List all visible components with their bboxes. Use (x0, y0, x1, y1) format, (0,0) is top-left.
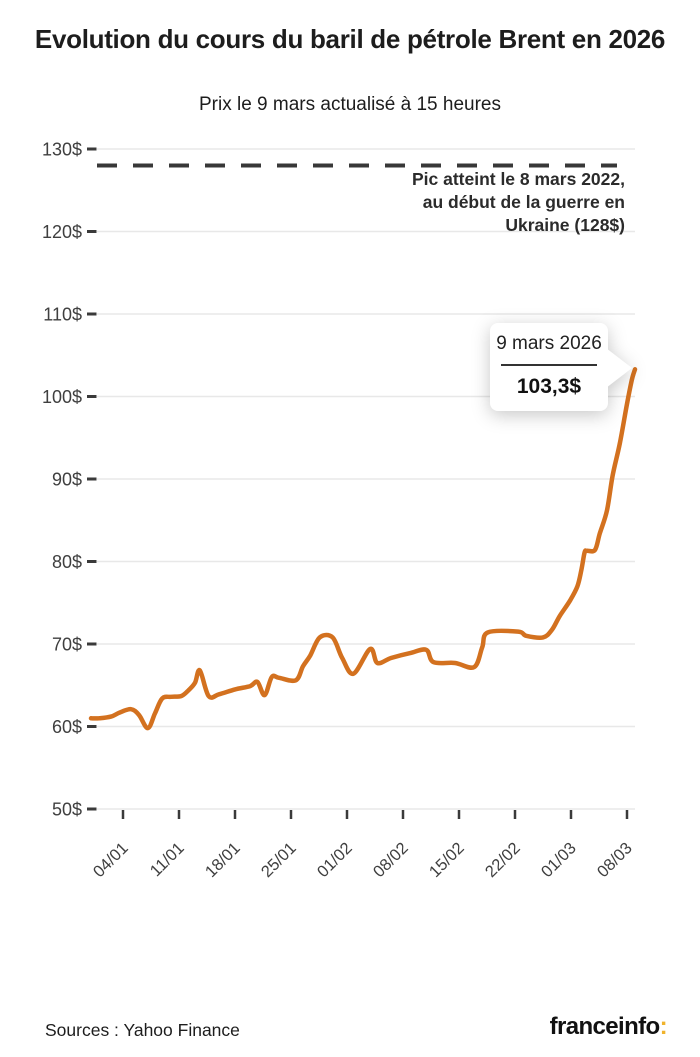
x-axis-label: 22/02 (482, 839, 524, 881)
sources-label: Sources : Yahoo Finance (45, 1020, 240, 1040)
x-axis-label: 15/02 (426, 839, 468, 881)
franceinfo-logo: franceinfo: (549, 1013, 668, 1041)
price-line (88, 367, 638, 731)
tooltip-divider (501, 364, 597, 366)
peak-annotation-line: Pic atteint le 8 mars 2022, (411, 169, 625, 189)
y-axis-label: 120$ (42, 222, 82, 242)
page-title: Evolution du cours du baril de pétrole B… (34, 24, 666, 54)
y-axis-label: 60$ (52, 717, 82, 737)
x-axis-label: 11/01 (147, 839, 188, 880)
y-axis-label: 90$ (52, 470, 82, 490)
x-axis-label: 08/03 (594, 839, 636, 881)
y-axis-label: 70$ (52, 635, 82, 655)
x-axis-label: 08/02 (370, 839, 412, 881)
franceinfo-logo-text: franceinfo (549, 1013, 661, 1040)
y-axis-label: 110$ (43, 305, 82, 325)
y-axis-label: 130$ (42, 140, 82, 160)
last-value-tooltip: 9 mars 2026 103,3$ (490, 323, 632, 411)
y-axis-label: 50$ (52, 800, 82, 820)
y-axis-label: 80$ (52, 552, 82, 572)
x-axis-label: 18/01 (202, 839, 244, 881)
tooltip-value: 103,3$ (516, 375, 582, 398)
x-axis-label: 01/03 (538, 839, 580, 881)
tooltip-box: 9 mars 2026 103,3$ (490, 323, 608, 411)
x-axis-label: 25/01 (258, 839, 300, 881)
peak-annotation: Pic atteint le 8 mars 2022, au début de … (285, 168, 625, 237)
y-axis-label: 100$ (42, 387, 82, 407)
chart-subtitle: Prix le 9 mars actualisé à 15 heures (198, 94, 502, 115)
x-axis-label: 01/02 (314, 839, 356, 881)
peak-annotation-line: Ukraine (128$) (505, 215, 625, 235)
x-axis-label: 04/01 (90, 839, 132, 881)
tooltip-date: 9 mars 2026 (496, 333, 602, 354)
franceinfo-logo-colon: : (659, 1013, 668, 1040)
peak-annotation-line: au début de la guerre en (422, 192, 625, 212)
tooltip-arrow (606, 348, 632, 388)
